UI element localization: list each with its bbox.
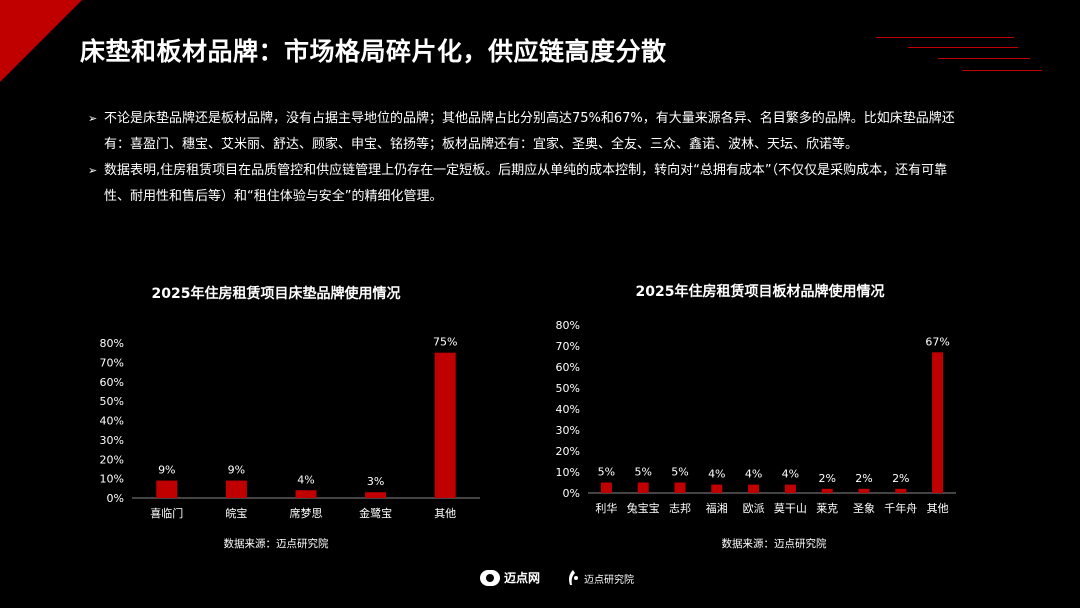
x-tick-label: 千年舟 xyxy=(884,501,917,515)
bar xyxy=(365,492,387,498)
bar xyxy=(748,484,760,493)
y-tick-label: 70% xyxy=(100,356,124,369)
x-tick-label: 莫干山 xyxy=(774,502,807,515)
footer-logo-research: 迈点研究院 xyxy=(566,569,634,587)
bullet-item: ➢ 数据表明,住房租赁项目在品质管控和供应链管理上仍存在一定短板。后期应从单纯的… xyxy=(88,158,968,210)
bullet-text: 数据表明,住房租赁项目在品质管控和供应链管理上仍存在一定短板。后期应从单纯的成本… xyxy=(104,163,948,204)
bar xyxy=(858,488,870,493)
chart-source: 数据来源：迈点研究院 xyxy=(722,537,827,550)
y-tick-label: 10% xyxy=(100,473,124,486)
data-label: 2% xyxy=(855,472,872,485)
x-tick-label: 金鹭宝 xyxy=(359,506,392,520)
mattress-chart-svg: 2025年住房租赁项目床垫品牌使用情况 0% 10% 20% 30% 40% 50% 60%… xyxy=(100,285,480,550)
bar xyxy=(156,480,178,498)
y-tick-label: 30% xyxy=(100,434,124,447)
y-tick-label: 20% xyxy=(556,445,580,458)
bar xyxy=(784,484,796,493)
bar xyxy=(225,480,247,498)
bullet-item: ➢ 不论是床垫品牌还是板材品牌，没有占据主导地位的品牌；其他品牌占比分别高达75… xyxy=(88,106,968,158)
bar xyxy=(637,482,649,493)
page-title: 床垫和板材品牌：市场格局碎片化，供应链高度分散 xyxy=(80,37,667,66)
y-axis: 0% 10% 20% 30% 40% 50% 60% 70% 80% xyxy=(556,319,580,500)
bar xyxy=(932,352,944,493)
data-label: 4% xyxy=(708,468,725,481)
x-tick-label: 兔宝宝 xyxy=(627,501,660,515)
bar xyxy=(600,482,612,493)
bar xyxy=(711,484,723,493)
data-label: 4% xyxy=(782,468,799,481)
chart-title: 2025年住房租赁项目板材品牌使用情况 xyxy=(636,283,885,300)
deco-line-4 xyxy=(962,70,1042,71)
y-tick-label: 70% xyxy=(556,340,580,353)
chart-title: 2025年住房租赁项目床垫品牌使用情况 xyxy=(152,285,401,302)
logo2-text: 迈点研究院 xyxy=(584,574,634,586)
y-tick-label: 60% xyxy=(556,361,580,374)
y-axis: 0% 10% 20% 30% 40% 50% 60% 70% 80% xyxy=(100,337,124,505)
data-label: 67% xyxy=(925,335,949,348)
y-tick-label: 0% xyxy=(563,487,580,500)
data-label: 9% xyxy=(158,464,175,477)
data-label: 2% xyxy=(818,472,835,485)
y-tick-label: 60% xyxy=(100,376,124,389)
mattress-chart: 2025年住房租赁项目床垫品牌使用情况 0% 10% 20% 30% 40% 50% 60%… xyxy=(90,270,490,560)
y-tick-label: 40% xyxy=(100,415,124,428)
bullet-list: ➢ 不论是床垫品牌还是板材品牌，没有占据主导地位的品牌；其他品牌占比分别高达75… xyxy=(88,106,968,210)
x-tick-label: 圣象 xyxy=(853,502,875,515)
logo1-text: 迈点网 xyxy=(504,571,541,585)
board-chart-svg: 2025年住房租赁项目板材品牌使用情况 0% 10% 20% 30% 40% 50% 60%… xyxy=(556,283,956,550)
deco-line-2 xyxy=(908,47,1018,48)
bullet-marker: ➢ xyxy=(88,164,98,177)
y-tick-label: 0% xyxy=(107,492,124,505)
research-logo-icon xyxy=(569,570,578,585)
bullet-text: 不论是床垫品牌还是板材品牌，没有占据主导地位的品牌；其他品牌占比分别高达75%和… xyxy=(104,111,955,152)
y-tick-label: 50% xyxy=(100,395,124,408)
data-label: 5% xyxy=(634,466,651,479)
x-tick-label: 福湘 xyxy=(706,501,728,515)
data-label: 4% xyxy=(745,468,762,481)
board-chart: 2025年住房租赁项目板材品牌使用情况 0% 10% 20% 30% 40% 50% 60%… xyxy=(548,270,968,560)
y-tick-label: 20% xyxy=(100,453,124,466)
x-tick-label: 其他 xyxy=(927,502,949,515)
y-tick-label: 40% xyxy=(556,403,580,416)
data-label: 4% xyxy=(297,473,314,486)
data-label: 3% xyxy=(367,475,384,488)
y-tick-label: 50% xyxy=(556,382,580,395)
data-label: 5% xyxy=(671,466,688,479)
bullet-marker: ➢ xyxy=(88,112,98,125)
bar xyxy=(434,352,456,498)
x-tick-label: 莱克 xyxy=(816,502,838,515)
bar-group: 9% 喜临门 9% 皖宝 4% 席梦思 3% 金鹭宝 75% 其他 xyxy=(150,336,457,520)
y-tick-label: 80% xyxy=(100,337,124,350)
y-tick-label: 10% xyxy=(556,466,580,479)
x-tick-label: 其他 xyxy=(434,507,456,520)
data-label: 2% xyxy=(892,472,909,485)
x-tick-label: 喜临门 xyxy=(150,506,183,520)
bar-group: 5% 利华 5% 兔宝宝 5% 志邦 4% 福湘 4% 欧派 4% 莫干山 2% 莱克 2% 圣象 2% 千年舟 6… xyxy=(595,335,949,515)
x-tick-label: 皖宝 xyxy=(225,506,247,520)
corner-accent xyxy=(0,0,82,82)
deco-line-3 xyxy=(938,58,1030,59)
bar xyxy=(821,488,833,493)
bar xyxy=(895,488,907,493)
data-label: 5% xyxy=(598,466,615,479)
footer-logo-maidian: 迈点网 xyxy=(480,569,540,586)
deco-line-1 xyxy=(876,37,1014,38)
bar xyxy=(674,482,686,493)
bar xyxy=(295,490,317,498)
y-tick-label: 80% xyxy=(556,319,580,332)
data-label: 75% xyxy=(433,336,457,349)
x-tick-label: 利华 xyxy=(595,501,617,515)
data-label: 9% xyxy=(228,464,245,477)
x-tick-label: 席梦思 xyxy=(290,506,323,520)
chart-source: 数据来源：迈点研究院 xyxy=(224,537,329,550)
x-tick-label: 志邦 xyxy=(669,502,691,515)
y-tick-label: 30% xyxy=(556,424,580,437)
maidian-logo-icon xyxy=(480,569,500,586)
x-tick-label: 欧派 xyxy=(743,502,765,515)
